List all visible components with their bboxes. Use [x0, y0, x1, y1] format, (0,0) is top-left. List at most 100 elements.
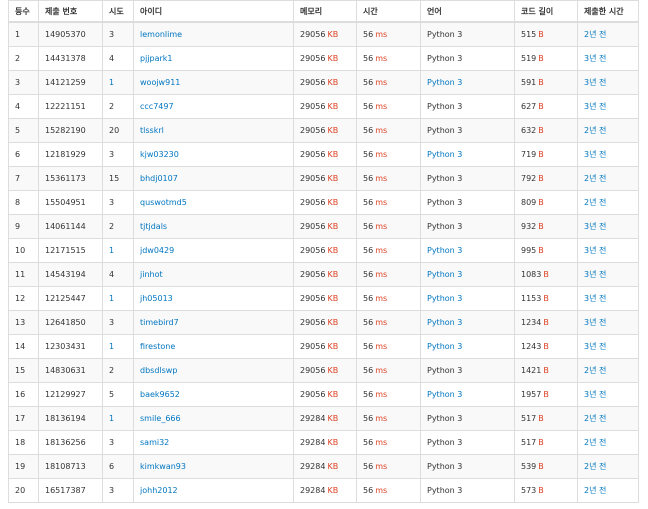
memory-cell: 29056 KB: [293, 94, 357, 119]
memory-value: 29056: [300, 270, 326, 279]
submitted-at-link[interactable]: 2년 전: [584, 198, 607, 207]
rank-cell: 15: [8, 358, 39, 383]
user-id-link[interactable]: dbsdlswp: [140, 366, 178, 375]
user-id-link[interactable]: firestone: [140, 342, 176, 351]
tries-value: 2: [109, 102, 115, 111]
memory-cell: 29284 KB: [293, 406, 357, 431]
rank-cell: 17: [8, 406, 39, 431]
time-value: 56: [363, 390, 374, 399]
user-id-link[interactable]: jdw0429: [140, 246, 175, 255]
tries-value[interactable]: 1: [109, 294, 115, 303]
user-id-link[interactable]: bhdj0107: [140, 174, 178, 183]
language-value[interactable]: Python 3: [427, 342, 463, 351]
submission-id: 12303431: [45, 342, 86, 351]
submitted-at-link[interactable]: 2년 전: [584, 174, 607, 183]
submitted-at-link[interactable]: 2년 전: [584, 366, 607, 375]
column-header-submitted-at: 제출한 시간: [577, 0, 639, 23]
user-id-link[interactable]: tjtjdals: [140, 222, 168, 231]
user-id-link[interactable]: kimkwan93: [140, 462, 186, 471]
submitted-at-cell: 3년 전: [577, 70, 639, 95]
code-length-cell: 809 B: [514, 190, 578, 215]
time-unit: ms: [375, 366, 388, 375]
submitted-at-cell: 2년 전: [577, 454, 639, 479]
tries-value[interactable]: 1: [109, 246, 115, 255]
language-value[interactable]: Python 3: [427, 246, 463, 255]
rank-value: 12: [15, 294, 26, 303]
submitted-at-link[interactable]: 2년 전: [584, 414, 607, 423]
rank-cell: 10: [8, 238, 39, 263]
user-id-link[interactable]: woojw911: [140, 78, 181, 87]
tries-value[interactable]: 1: [109, 78, 115, 87]
submitted-at-link[interactable]: 2년 전: [584, 438, 607, 447]
submitted-at-link[interactable]: 2년 전: [584, 462, 607, 471]
submission-id: 12129927: [45, 390, 86, 399]
time-cell: 56 ms: [356, 118, 421, 143]
submitted-at-link[interactable]: 3년 전: [584, 294, 607, 303]
submitted-at-link[interactable]: 3년 전: [584, 246, 607, 255]
submitted-at-link[interactable]: 2년 전: [584, 486, 607, 495]
submitted-at-link[interactable]: 3년 전: [584, 270, 607, 279]
user-id-cell: timebird7: [133, 310, 294, 335]
table-row: 18 18136256 3 sami32 29284 KB 56 ms Python 3 517 B…: [8, 430, 639, 455]
language-value[interactable]: Python 3: [427, 270, 463, 279]
submission-id: 14543194: [45, 270, 86, 279]
user-id-cell: woojw911: [133, 70, 294, 95]
submitted-at-link[interactable]: 3년 전: [584, 78, 607, 87]
memory-value: 29056: [300, 126, 326, 135]
user-id-link[interactable]: smile_666: [140, 414, 181, 423]
submission-id-cell: 15504951: [38, 190, 103, 215]
submitted-at-link[interactable]: 3년 전: [584, 150, 607, 159]
tries-cell: 20: [102, 118, 134, 143]
memory-unit: KB: [327, 294, 339, 303]
language-value[interactable]: Python 3: [427, 78, 463, 87]
language-value: Python 3: [427, 198, 463, 207]
tries-value[interactable]: 1: [109, 342, 115, 351]
submission-id-cell: 16517387: [38, 478, 103, 503]
table-row: 7 15361173 15 bhdj0107 29056 KB 56 ms Python 3 79…: [8, 166, 639, 191]
code-length-unit: B: [538, 126, 544, 135]
language-value[interactable]: Python 3: [427, 390, 463, 399]
code-length-value: 1083: [521, 270, 542, 279]
language-value[interactable]: Python 3: [427, 150, 463, 159]
language-value[interactable]: Python 3: [427, 294, 463, 303]
table-row: 16 12129927 5 baek9652 29056 KB 56 ms Python 3 19…: [8, 382, 639, 407]
user-id-link[interactable]: lemonlime: [140, 30, 183, 39]
user-id-cell: sami32: [133, 430, 294, 455]
language-value: Python 3: [427, 174, 463, 183]
user-id-link[interactable]: kjw03230: [140, 150, 179, 159]
user-id-link[interactable]: pjjpark1: [140, 54, 173, 63]
user-id-cell: tlsskrl: [133, 118, 294, 143]
submitted-at-link[interactable]: 3년 전: [584, 54, 607, 63]
time-cell: 56 ms: [356, 262, 421, 287]
code-length-unit: B: [538, 102, 544, 111]
submitted-at-link[interactable]: 3년 전: [584, 342, 607, 351]
user-id-link[interactable]: sami32: [140, 438, 170, 447]
submitted-at-link[interactable]: 3년 전: [584, 102, 607, 111]
code-length-value: 632: [521, 126, 537, 135]
user-id-link[interactable]: baek9652: [140, 390, 180, 399]
tries-value[interactable]: 1: [109, 414, 115, 423]
submitted-at-link[interactable]: 2년 전: [584, 126, 607, 135]
submitted-at-link[interactable]: 2년 전: [584, 30, 607, 39]
submitted-at-link[interactable]: 3년 전: [584, 318, 607, 327]
code-length-unit: B: [543, 366, 549, 375]
user-id-link[interactable]: ccc7497: [140, 102, 174, 111]
user-id-link[interactable]: jh05013: [140, 294, 173, 303]
time-unit: ms: [375, 78, 388, 87]
rank-value: 14: [15, 342, 26, 351]
user-id-link[interactable]: johh2012: [140, 486, 178, 495]
memory-unit: KB: [327, 78, 339, 87]
submitted-at-link[interactable]: 3년 전: [584, 222, 607, 231]
code-length-value: 517: [521, 438, 537, 447]
code-length-value: 519: [521, 54, 537, 63]
language-cell: Python 3: [420, 142, 515, 167]
submitted-at-link[interactable]: 3년 전: [584, 390, 607, 399]
user-id-link[interactable]: jinhot: [140, 270, 163, 279]
tries-cell: 2: [102, 94, 134, 119]
user-id-link[interactable]: quswotmd5: [140, 198, 187, 207]
user-id-cell: smile_666: [133, 406, 294, 431]
user-id-link[interactable]: tlsskrl: [140, 126, 164, 135]
code-length-value: 932: [521, 222, 537, 231]
user-id-link[interactable]: timebird7: [140, 318, 179, 327]
language-value[interactable]: Python 3: [427, 318, 463, 327]
